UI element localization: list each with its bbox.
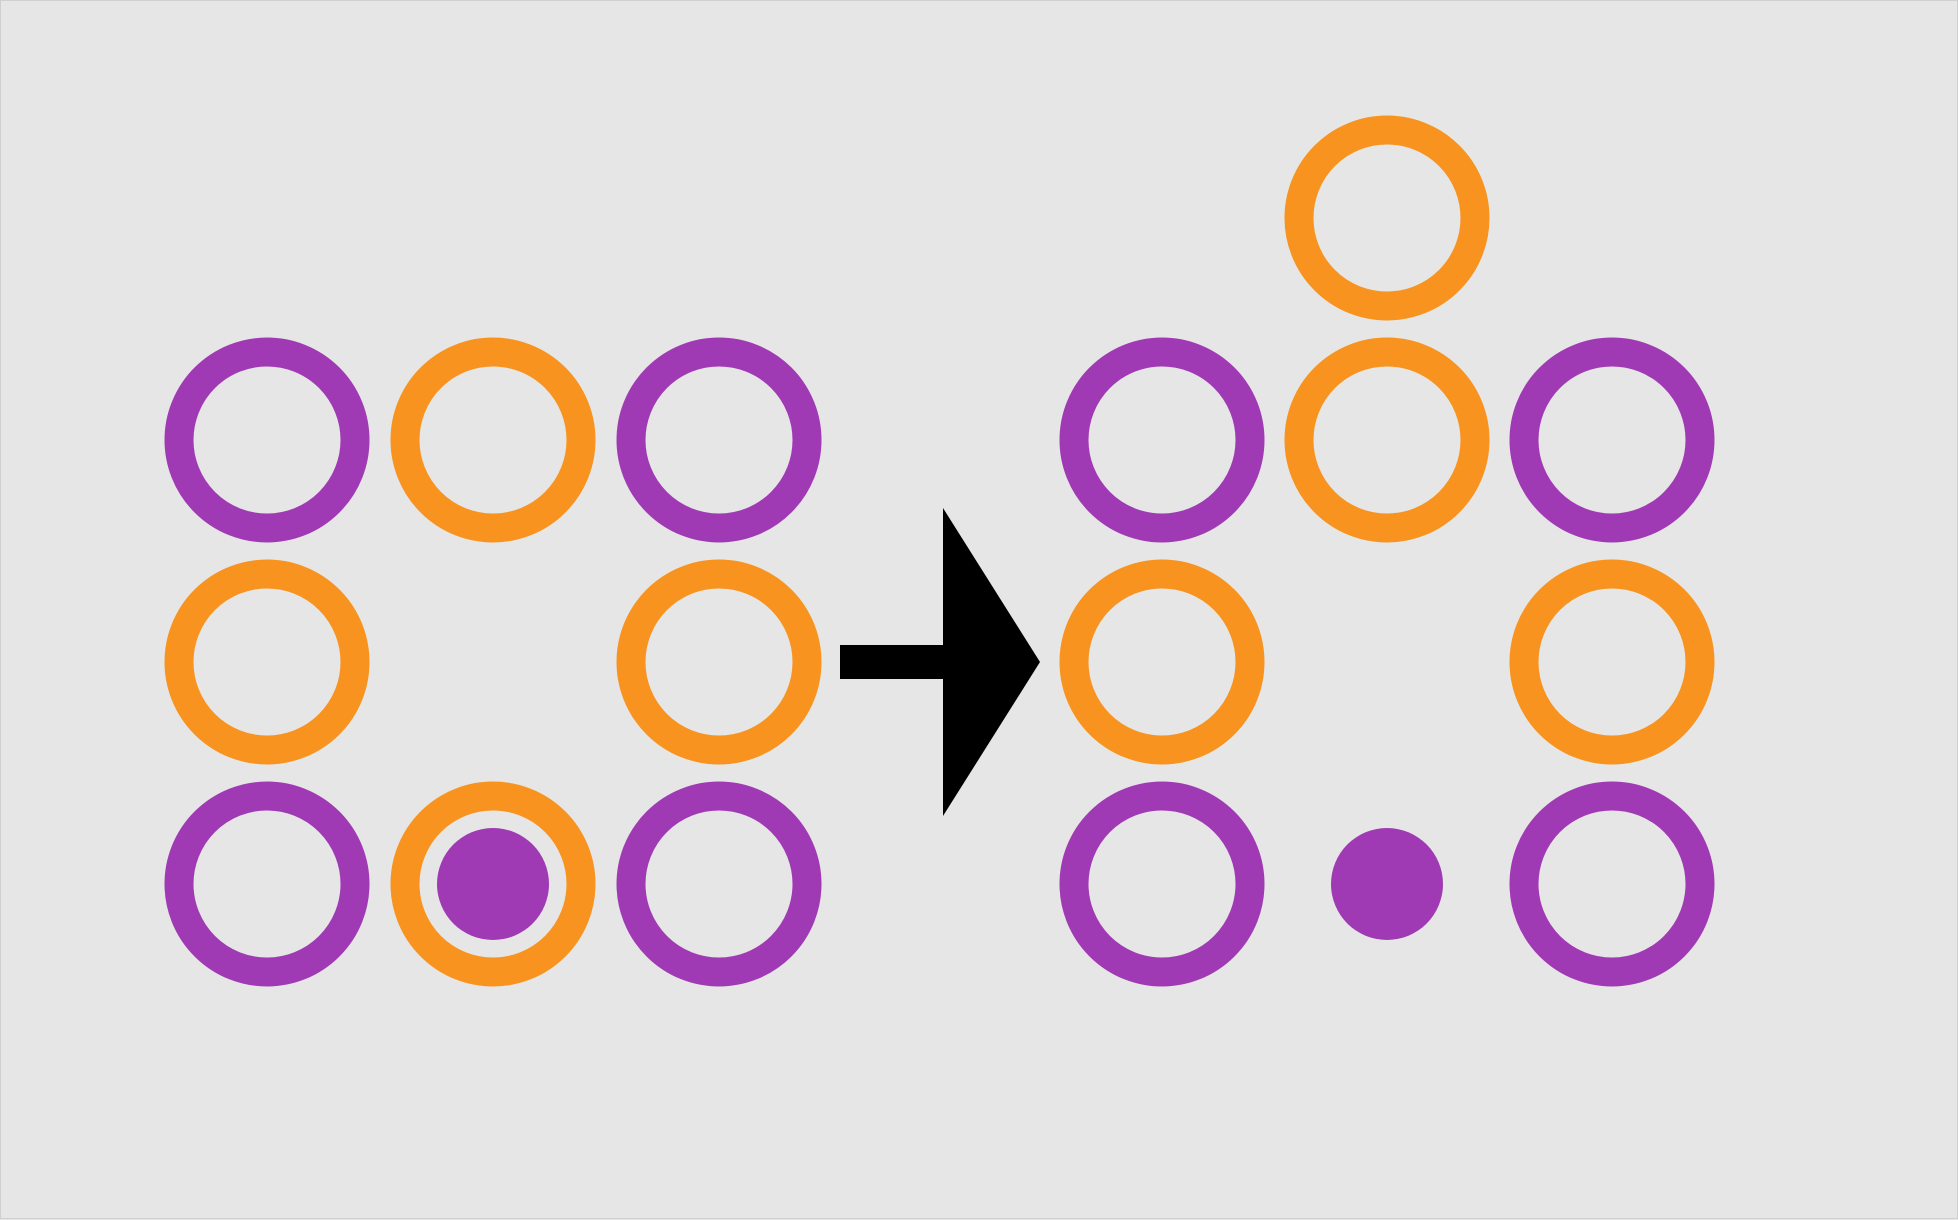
before-purple-ring (616, 781, 822, 987)
before-purple-ring (164, 337, 370, 543)
after-purple-ring (1059, 337, 1265, 543)
before-orange-ring (164, 559, 370, 765)
right-arrow-icon (840, 508, 1040, 816)
after-filled-dot (1331, 828, 1443, 940)
before-filled-dot (437, 828, 549, 940)
after-orange-ring (1059, 559, 1265, 765)
before-orange-ring (616, 559, 822, 765)
after-orange-ring (1284, 115, 1490, 321)
after-purple-ring (1509, 781, 1715, 987)
transition-arrow (840, 508, 1040, 816)
after-grid (1059, 115, 1715, 987)
before-purple-ring (616, 337, 822, 543)
after-orange-ring (1284, 337, 1490, 543)
before-purple-ring (164, 781, 370, 987)
after-orange-ring (1509, 559, 1715, 765)
after-purple-ring (1509, 337, 1715, 543)
before-orange-ring (390, 781, 596, 987)
after-purple-ring (1059, 781, 1265, 987)
before-orange-ring (390, 337, 596, 543)
before-grid (164, 337, 822, 987)
